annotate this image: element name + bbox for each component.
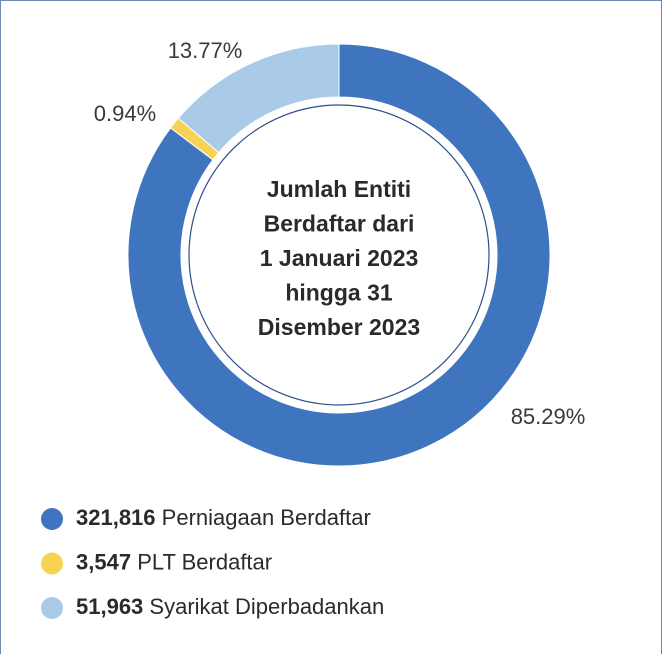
center-title: Disember 2023: [258, 314, 420, 340]
legend-entry: 3,547 PLT Berdaftar: [76, 549, 272, 574]
legend-label: Perniagaan Berdaftar: [162, 505, 371, 530]
donut-slice: [177, 43, 340, 154]
legend-swatch: [41, 597, 63, 619]
legend-count: 3,547: [76, 549, 131, 574]
legend-label: Syarikat Diperbadankan: [149, 594, 384, 619]
legend-count: 51,963: [76, 594, 143, 619]
center-title: 1 Januari 2023: [260, 245, 419, 271]
legend-label: PLT Berdaftar: [137, 549, 272, 574]
percentage-label: 85.29%: [511, 404, 586, 429]
center-ring: [188, 104, 490, 406]
legend-swatch: [41, 508, 63, 530]
percentage-label: 0.94%: [94, 101, 156, 126]
donut-slice: [127, 43, 551, 467]
legend-swatch: [41, 552, 63, 575]
legend-count: 321,816: [76, 505, 156, 530]
percentage-label: 13.77%: [168, 38, 243, 63]
center-title: hingga 31: [285, 280, 393, 306]
legend-entry: 321,816 Perniagaan Berdaftar: [76, 505, 371, 530]
center-title: Jumlah Entiti: [267, 176, 411, 202]
center-title: Berdaftar dari: [264, 211, 415, 237]
legend-entry: 51,963 Syarikat Diperbadankan: [76, 594, 384, 619]
